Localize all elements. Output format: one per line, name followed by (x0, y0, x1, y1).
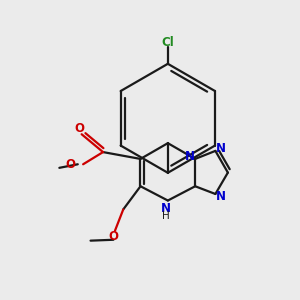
Text: N: N (216, 142, 226, 155)
Text: Cl: Cl (161, 36, 174, 49)
Text: O: O (108, 230, 118, 243)
Text: H: H (163, 211, 170, 221)
Text: O: O (66, 158, 76, 171)
Text: N: N (216, 190, 226, 203)
Text: O: O (74, 122, 84, 135)
Text: N: N (185, 150, 195, 163)
Text: N: N (161, 202, 171, 215)
